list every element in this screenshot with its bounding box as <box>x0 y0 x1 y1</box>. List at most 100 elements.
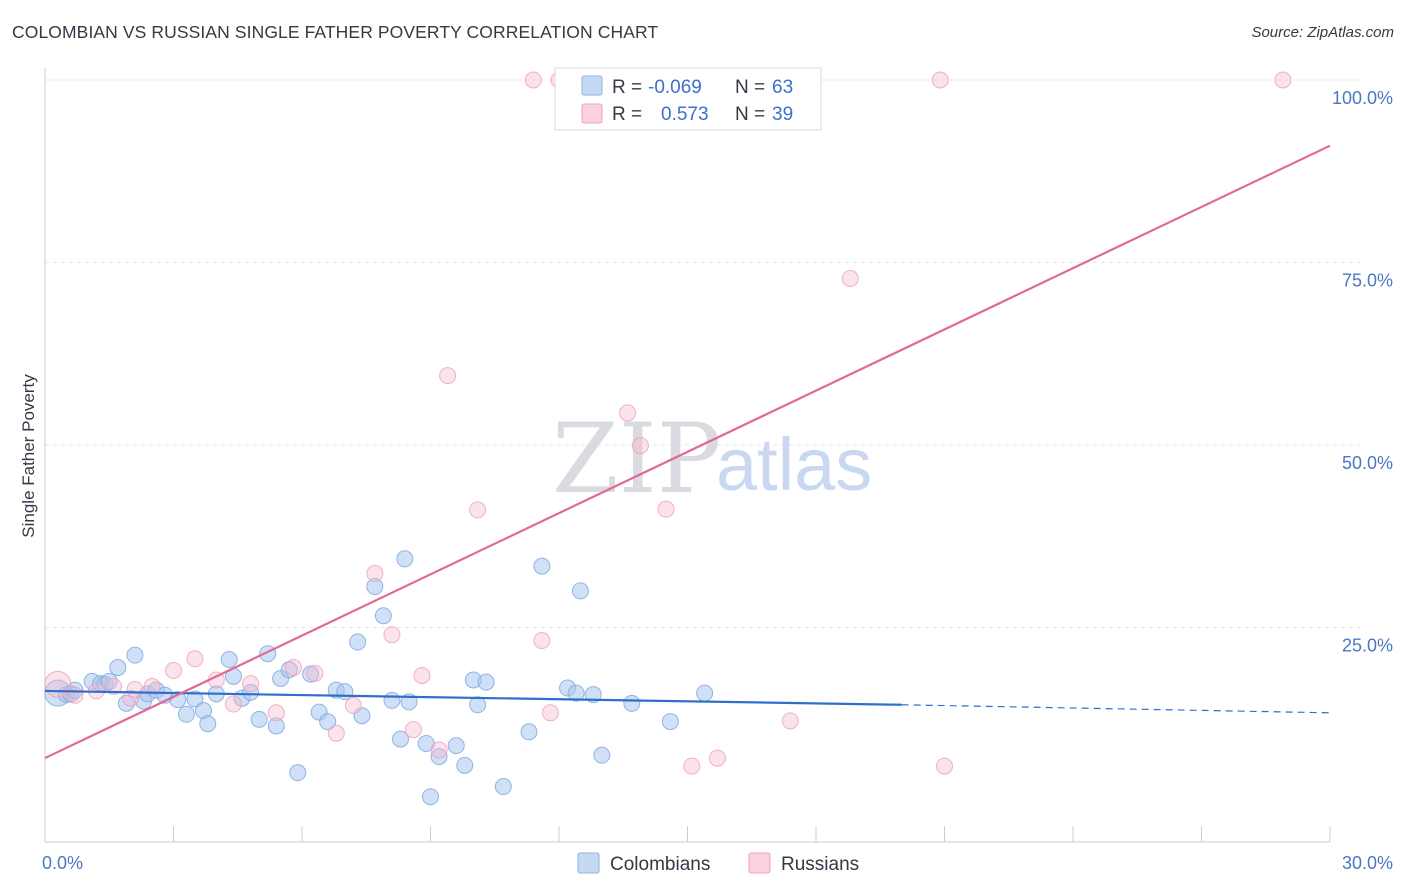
colombian-point <box>319 713 337 731</box>
colombian-point <box>126 646 144 664</box>
russian-point <box>439 367 457 385</box>
russian-point <box>327 724 345 742</box>
y-tick-label: 75.0% <box>1342 270 1393 290</box>
x-tick-labels: 0.0% 30.0% <box>42 853 1393 873</box>
colombian-point <box>349 633 367 651</box>
russian-point <box>165 661 182 679</box>
colombian-point <box>520 723 538 741</box>
colombian-point <box>494 778 512 796</box>
russian-point <box>936 757 953 775</box>
colombian-trend-extension <box>901 704 1331 714</box>
colombian-point <box>422 788 439 806</box>
bottom-legend-swatch-colombians <box>577 852 600 874</box>
bottom-legend: Colombians Russians <box>577 852 859 875</box>
legend-swatch-russians <box>581 103 603 124</box>
bottom-legend-label-russians: Russians <box>781 854 859 875</box>
y-tick-label: 100.0% <box>1332 88 1393 108</box>
russian-point <box>105 678 123 696</box>
colombian-point <box>430 748 448 766</box>
colombian-point <box>469 696 487 714</box>
legend-r-label-2: R = <box>612 104 642 125</box>
russian-point <box>841 270 859 288</box>
russian-point <box>533 632 551 650</box>
colombian-point <box>447 737 465 755</box>
trend-lines <box>44 144 1331 760</box>
russian-trend-line <box>44 144 1331 760</box>
y-axis-label: Single Father Poverty <box>19 374 38 538</box>
colombian-point <box>336 683 354 701</box>
russian-point <box>683 757 701 775</box>
colombian-point <box>396 550 414 568</box>
russian-point <box>1274 71 1292 89</box>
russian-point <box>524 71 542 89</box>
colombian-point <box>289 764 307 782</box>
russian-point <box>66 686 84 704</box>
legend-r-label-1: R = <box>612 77 642 98</box>
legend-swatch-colombians <box>581 75 603 96</box>
x-tick-label: 0.0% <box>42 853 83 873</box>
russian-point <box>284 659 302 677</box>
colombian-point <box>593 746 611 764</box>
colombian-point <box>567 684 585 702</box>
bottom-legend-label-colombians: Colombians <box>610 854 710 875</box>
russian-point <box>541 704 559 722</box>
colombian-point <box>366 578 384 596</box>
colombian-point <box>383 691 401 709</box>
colombian-point <box>456 756 474 774</box>
colombian-point <box>267 717 285 735</box>
grid-lines <box>45 79 1360 628</box>
russian-point <box>366 564 384 582</box>
colombian-point <box>250 710 268 728</box>
colombian-point <box>199 715 217 733</box>
colombian-point <box>533 557 551 575</box>
colombian-point <box>661 713 679 731</box>
colombian-point <box>374 607 392 625</box>
axes <box>44 68 1331 843</box>
legend-n-label-1: N = <box>735 77 765 98</box>
y-tick-label: 25.0% <box>1342 635 1393 655</box>
russian-point <box>383 626 401 644</box>
russian-point <box>306 664 324 682</box>
colombian-point <box>220 651 238 669</box>
russian-point <box>657 500 675 518</box>
watermark-atlas: atlas <box>716 423 872 506</box>
russian-point <box>931 71 949 89</box>
colombian-point <box>242 683 260 701</box>
legend-r-value-2: 0.573 <box>661 104 709 125</box>
colombian-point <box>623 694 641 712</box>
colombian-point <box>477 673 495 691</box>
russian-point <box>344 697 362 715</box>
chart-title: COLOMBIAN VS RUSSIAN SINGLE FATHER POVER… <box>12 22 659 42</box>
legend-r-value-1: -0.069 <box>648 77 702 98</box>
russian-point <box>267 704 285 722</box>
russian-point <box>126 680 144 698</box>
colombian-point <box>177 705 195 723</box>
colombian-point <box>696 684 714 702</box>
colombian-point <box>109 659 127 677</box>
russian-point <box>631 437 649 455</box>
colombian-point <box>571 582 589 600</box>
russian-point <box>224 695 242 713</box>
russian-point <box>619 404 637 422</box>
watermark: ZIP atlas <box>552 403 872 515</box>
russian-point <box>781 712 799 730</box>
russian-point <box>708 749 726 767</box>
russian-point <box>430 741 448 759</box>
x-tick-label: 30.0% <box>1342 853 1393 873</box>
y-tick-label: 50.0% <box>1342 453 1393 473</box>
russian-point <box>413 667 431 685</box>
russian-point <box>242 675 260 693</box>
colombian-trend-line <box>44 689 902 706</box>
source-label: Source: ZipAtlas.com <box>1251 24 1394 41</box>
bottom-legend-swatch-russians <box>748 852 771 874</box>
colombian-point <box>392 730 410 748</box>
watermark-zip: ZIP <box>552 403 721 515</box>
colombian-point <box>584 686 602 704</box>
y-tick-labels: 25.0% 50.0% 75.0% 100.0% <box>1332 88 1393 655</box>
legend: R = -0.069 N = 63 R = 0.573 N = 39 <box>554 67 822 131</box>
russian-point <box>469 501 487 519</box>
legend-n-value-2: 39 <box>772 104 793 125</box>
russian-point <box>122 689 140 707</box>
russian-point <box>186 650 204 668</box>
